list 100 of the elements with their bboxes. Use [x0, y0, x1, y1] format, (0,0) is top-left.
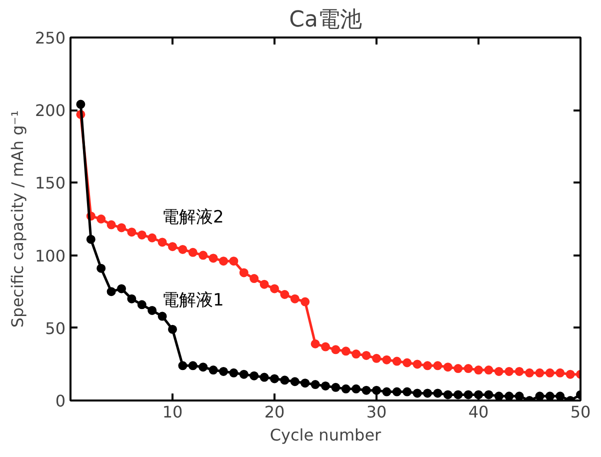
point	[464, 364, 473, 374]
point	[443, 390, 452, 400]
x-tick-label: 10	[162, 402, 183, 422]
point	[362, 350, 371, 360]
point	[392, 356, 402, 366]
point	[168, 242, 177, 252]
point	[423, 388, 432, 398]
point	[260, 280, 269, 289]
point	[127, 294, 136, 304]
point	[402, 358, 412, 368]
point	[270, 284, 279, 294]
point	[158, 238, 167, 247]
point	[514, 366, 524, 376]
point	[188, 361, 198, 370]
point	[106, 220, 116, 230]
point	[525, 368, 534, 378]
point	[372, 386, 381, 395]
point	[229, 256, 238, 266]
point	[137, 300, 146, 310]
point	[433, 361, 442, 370]
point	[423, 361, 432, 370]
point	[208, 254, 218, 263]
point	[454, 364, 463, 374]
point	[412, 388, 422, 398]
point	[545, 368, 554, 378]
point	[198, 362, 208, 372]
point	[321, 342, 330, 352]
point	[310, 380, 320, 390]
point	[168, 324, 177, 334]
point	[178, 361, 188, 370]
x-tick-label: 20	[264, 402, 285, 422]
point	[392, 387, 402, 396]
point	[566, 370, 575, 379]
point	[341, 384, 350, 394]
point	[290, 377, 300, 386]
point	[352, 350, 361, 359]
point	[494, 366, 504, 376]
point	[106, 287, 116, 296]
point	[484, 366, 494, 374]
chart-title: Ca電池	[289, 8, 362, 32]
point	[556, 368, 565, 378]
point	[331, 382, 340, 392]
point	[76, 100, 86, 109]
point	[474, 366, 483, 374]
x-tick-label: 40	[468, 402, 489, 422]
point	[535, 368, 544, 378]
point	[137, 230, 146, 240]
series-label: 電解液2	[162, 207, 224, 228]
point	[372, 354, 381, 363]
point	[300, 378, 310, 388]
point	[382, 355, 392, 364]
point	[321, 381, 330, 390]
point	[280, 290, 290, 299]
point	[250, 274, 259, 284]
point	[464, 390, 473, 400]
point	[229, 368, 238, 378]
point	[270, 374, 279, 384]
point	[117, 223, 126, 232]
point	[280, 376, 290, 385]
point	[158, 312, 167, 321]
y-axis-title: Specific capacity / mAh g⁻¹	[8, 110, 27, 328]
point	[188, 248, 198, 257]
point	[535, 392, 544, 400]
point	[484, 390, 494, 400]
point	[239, 370, 248, 379]
point	[148, 306, 157, 315]
point	[127, 228, 136, 237]
point	[96, 264, 106, 273]
point	[352, 384, 361, 394]
point	[494, 392, 504, 400]
y-tick-label: 150	[34, 174, 66, 193]
y-tick-label: 100	[34, 246, 66, 266]
point	[402, 387, 412, 396]
point	[300, 297, 310, 306]
point	[219, 366, 228, 376]
series-label: 電解液1	[162, 290, 224, 311]
point	[382, 387, 392, 396]
point	[96, 214, 106, 224]
point	[239, 268, 248, 278]
point	[117, 284, 126, 294]
point	[514, 392, 524, 400]
point	[178, 245, 188, 254]
point	[310, 339, 320, 348]
x-axis-title: Cycle number	[270, 426, 382, 444]
point	[208, 366, 218, 374]
point	[260, 372, 269, 382]
x-tick-label: 50	[570, 402, 591, 422]
point	[219, 256, 228, 266]
point	[504, 366, 514, 376]
point	[250, 371, 259, 380]
point	[198, 250, 208, 260]
point	[148, 233, 157, 242]
point	[412, 360, 422, 369]
y-tick-label: 200	[34, 101, 66, 120]
point	[504, 392, 514, 400]
point	[443, 362, 452, 372]
point	[545, 392, 554, 400]
x-tick-label: 30	[366, 402, 387, 422]
point	[290, 294, 300, 304]
point	[556, 392, 565, 400]
